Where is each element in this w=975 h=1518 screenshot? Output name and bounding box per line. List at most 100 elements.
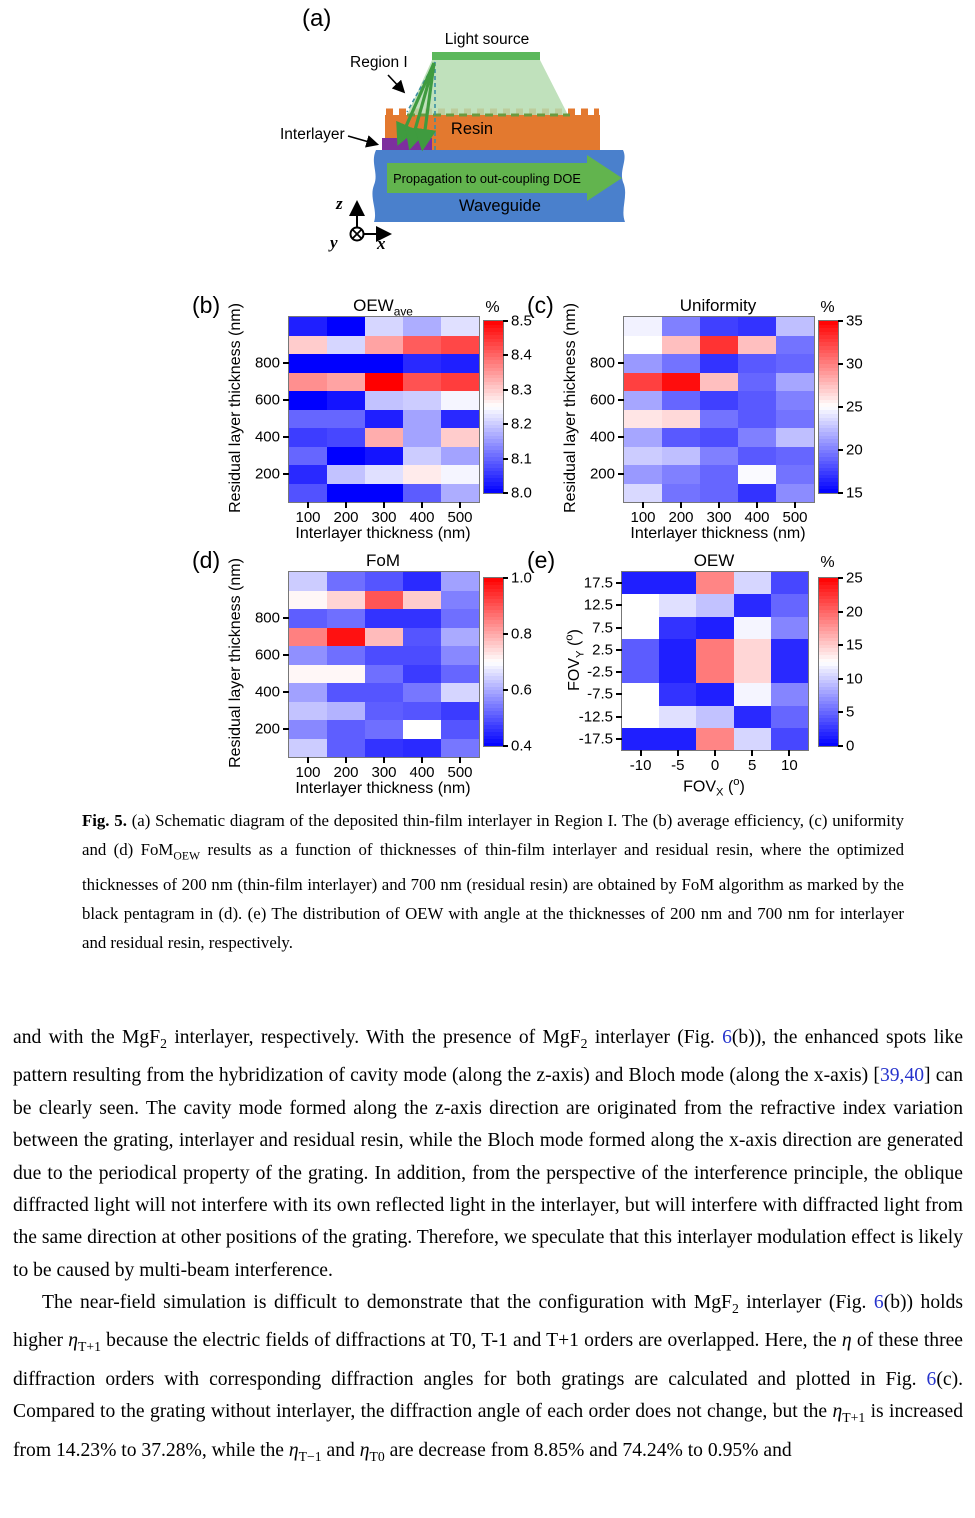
panel-fom: (d) FoM Residual layer thickness (nm) 80… [190, 547, 532, 812]
heatmap-cell [733, 727, 771, 750]
heatmap-cell [662, 428, 700, 447]
heatmap-cell [696, 572, 734, 595]
x-axis-label: Interlayer thickness (nm) [295, 525, 471, 542]
heatmap-cell [622, 638, 660, 661]
y-tick-label: -12.5 [578, 708, 613, 726]
heatmap-cell [776, 335, 814, 354]
colorbar-tick-label: 0.8 [511, 625, 532, 643]
heatmap-cell [659, 594, 697, 617]
colorbar-tick-mark [503, 457, 508, 460]
colorbar-tick-mark [838, 644, 843, 647]
colorbar-tick-label: 5 [846, 703, 855, 721]
y-tick-mark [618, 473, 624, 476]
colorbar-tick-mark [838, 577, 843, 579]
heatmap-cell [659, 661, 697, 684]
x-tick-mark [345, 502, 347, 508]
heatmap-cell [624, 428, 662, 447]
x-tick-label: 300 [706, 509, 732, 526]
heatmap-cell [403, 683, 441, 702]
heatmap-cell [403, 391, 441, 410]
heatmap-cell [738, 446, 776, 465]
y-axis-label: Residual layer thickness (nm) [562, 303, 579, 513]
heatmap-cell [662, 409, 700, 428]
heatmap-cell [696, 661, 734, 684]
y-tick-label: 200 [254, 720, 280, 738]
heatmap-cell [365, 738, 403, 757]
heatmap-cell [622, 572, 660, 595]
heatmap-cell [659, 705, 697, 728]
heatmap-cell [696, 616, 734, 639]
y-tick-label: 600 [254, 391, 280, 409]
heatmap-cell [327, 683, 365, 702]
y-tick-mark [618, 399, 624, 402]
heatmap-cell [776, 465, 814, 484]
y-tick-mark [616, 737, 622, 740]
y-tick-mark [283, 617, 289, 620]
colorbar-tick-mark [838, 610, 843, 613]
x-tick-mark [788, 750, 791, 756]
heatmap-cell [659, 683, 697, 706]
heatmap-cell [696, 638, 734, 661]
y-tick-label: 17.5 [583, 574, 613, 592]
heatmap-cell [365, 354, 403, 373]
x-tick-mark [718, 502, 720, 508]
x-tick-mark [383, 757, 385, 763]
x-tick-label: 5 [748, 757, 757, 774]
heatmap-cell [662, 465, 700, 484]
y-tick-label: 800 [254, 609, 280, 627]
colorbar-tick-label: 1.0 [511, 569, 532, 587]
propagation-arrow-body [387, 163, 587, 193]
y-tick-label: 2.5 [592, 641, 613, 659]
heatmap-cell [327, 701, 365, 720]
y-tick-label: 200 [254, 465, 280, 483]
heatmap-cell [624, 354, 662, 373]
colorbar-unit: % [820, 554, 835, 571]
colorbar: 25 20 15 10 5 0 [818, 570, 863, 755]
heatmap-cell [770, 638, 808, 661]
heatmap-cell [700, 428, 738, 447]
x-tick-label: 100 [295, 764, 321, 781]
heatmap-cell [733, 638, 771, 661]
x-tick-label: -10 [629, 757, 652, 774]
figure-caption: Fig. 5. (a) Schematic diagram of the dep… [82, 811, 905, 953]
heatmap-cell [289, 409, 327, 428]
heatmap-cell [622, 661, 660, 684]
heatmap-cell [403, 664, 441, 683]
heatmap-grid [289, 317, 479, 502]
heatmap-cell [624, 483, 662, 502]
y-tick-mark [283, 473, 289, 476]
heatmap-cell [289, 646, 327, 665]
heatmap-cell [441, 483, 479, 502]
colorbar-tick-mark [838, 745, 843, 747]
heatmap-cell [662, 483, 700, 502]
colorbar-tick-label: 0 [846, 737, 855, 755]
heatmap-cell [403, 483, 441, 502]
heatmap-cell [327, 465, 365, 484]
heatmap-cell [365, 372, 403, 391]
propagation-arrow-head [587, 155, 622, 201]
heatmap-cell [624, 372, 662, 391]
x-tick-mark [680, 502, 682, 508]
axis-z-label: z [336, 194, 343, 213]
x-tick-label: 200 [668, 509, 694, 526]
heatmap-cell [733, 705, 771, 728]
heatmap-cell [662, 335, 700, 354]
heatmap-cell [700, 446, 738, 465]
heatmap-cell [289, 683, 327, 702]
heatmap-cell [696, 727, 734, 750]
heatmap-cell [441, 572, 479, 591]
x-tick-label: 100 [630, 509, 656, 526]
heatmap-cell [662, 354, 700, 373]
heatmap-cell [327, 664, 365, 683]
resin-label: Resin [450, 120, 494, 138]
axis-y-cross-2 [351, 228, 363, 240]
heatmap-cell [770, 594, 808, 617]
heatmap-cell [327, 317, 365, 336]
heatmap-cell [327, 335, 365, 354]
heatmap-cell [403, 354, 441, 373]
heatmap-cell [659, 638, 697, 661]
x-tick-label: 500 [447, 509, 473, 526]
colorbar-tick-mark [503, 388, 508, 391]
colorbar-tick-mark [838, 677, 843, 680]
x-tick-label: 200 [333, 509, 359, 526]
